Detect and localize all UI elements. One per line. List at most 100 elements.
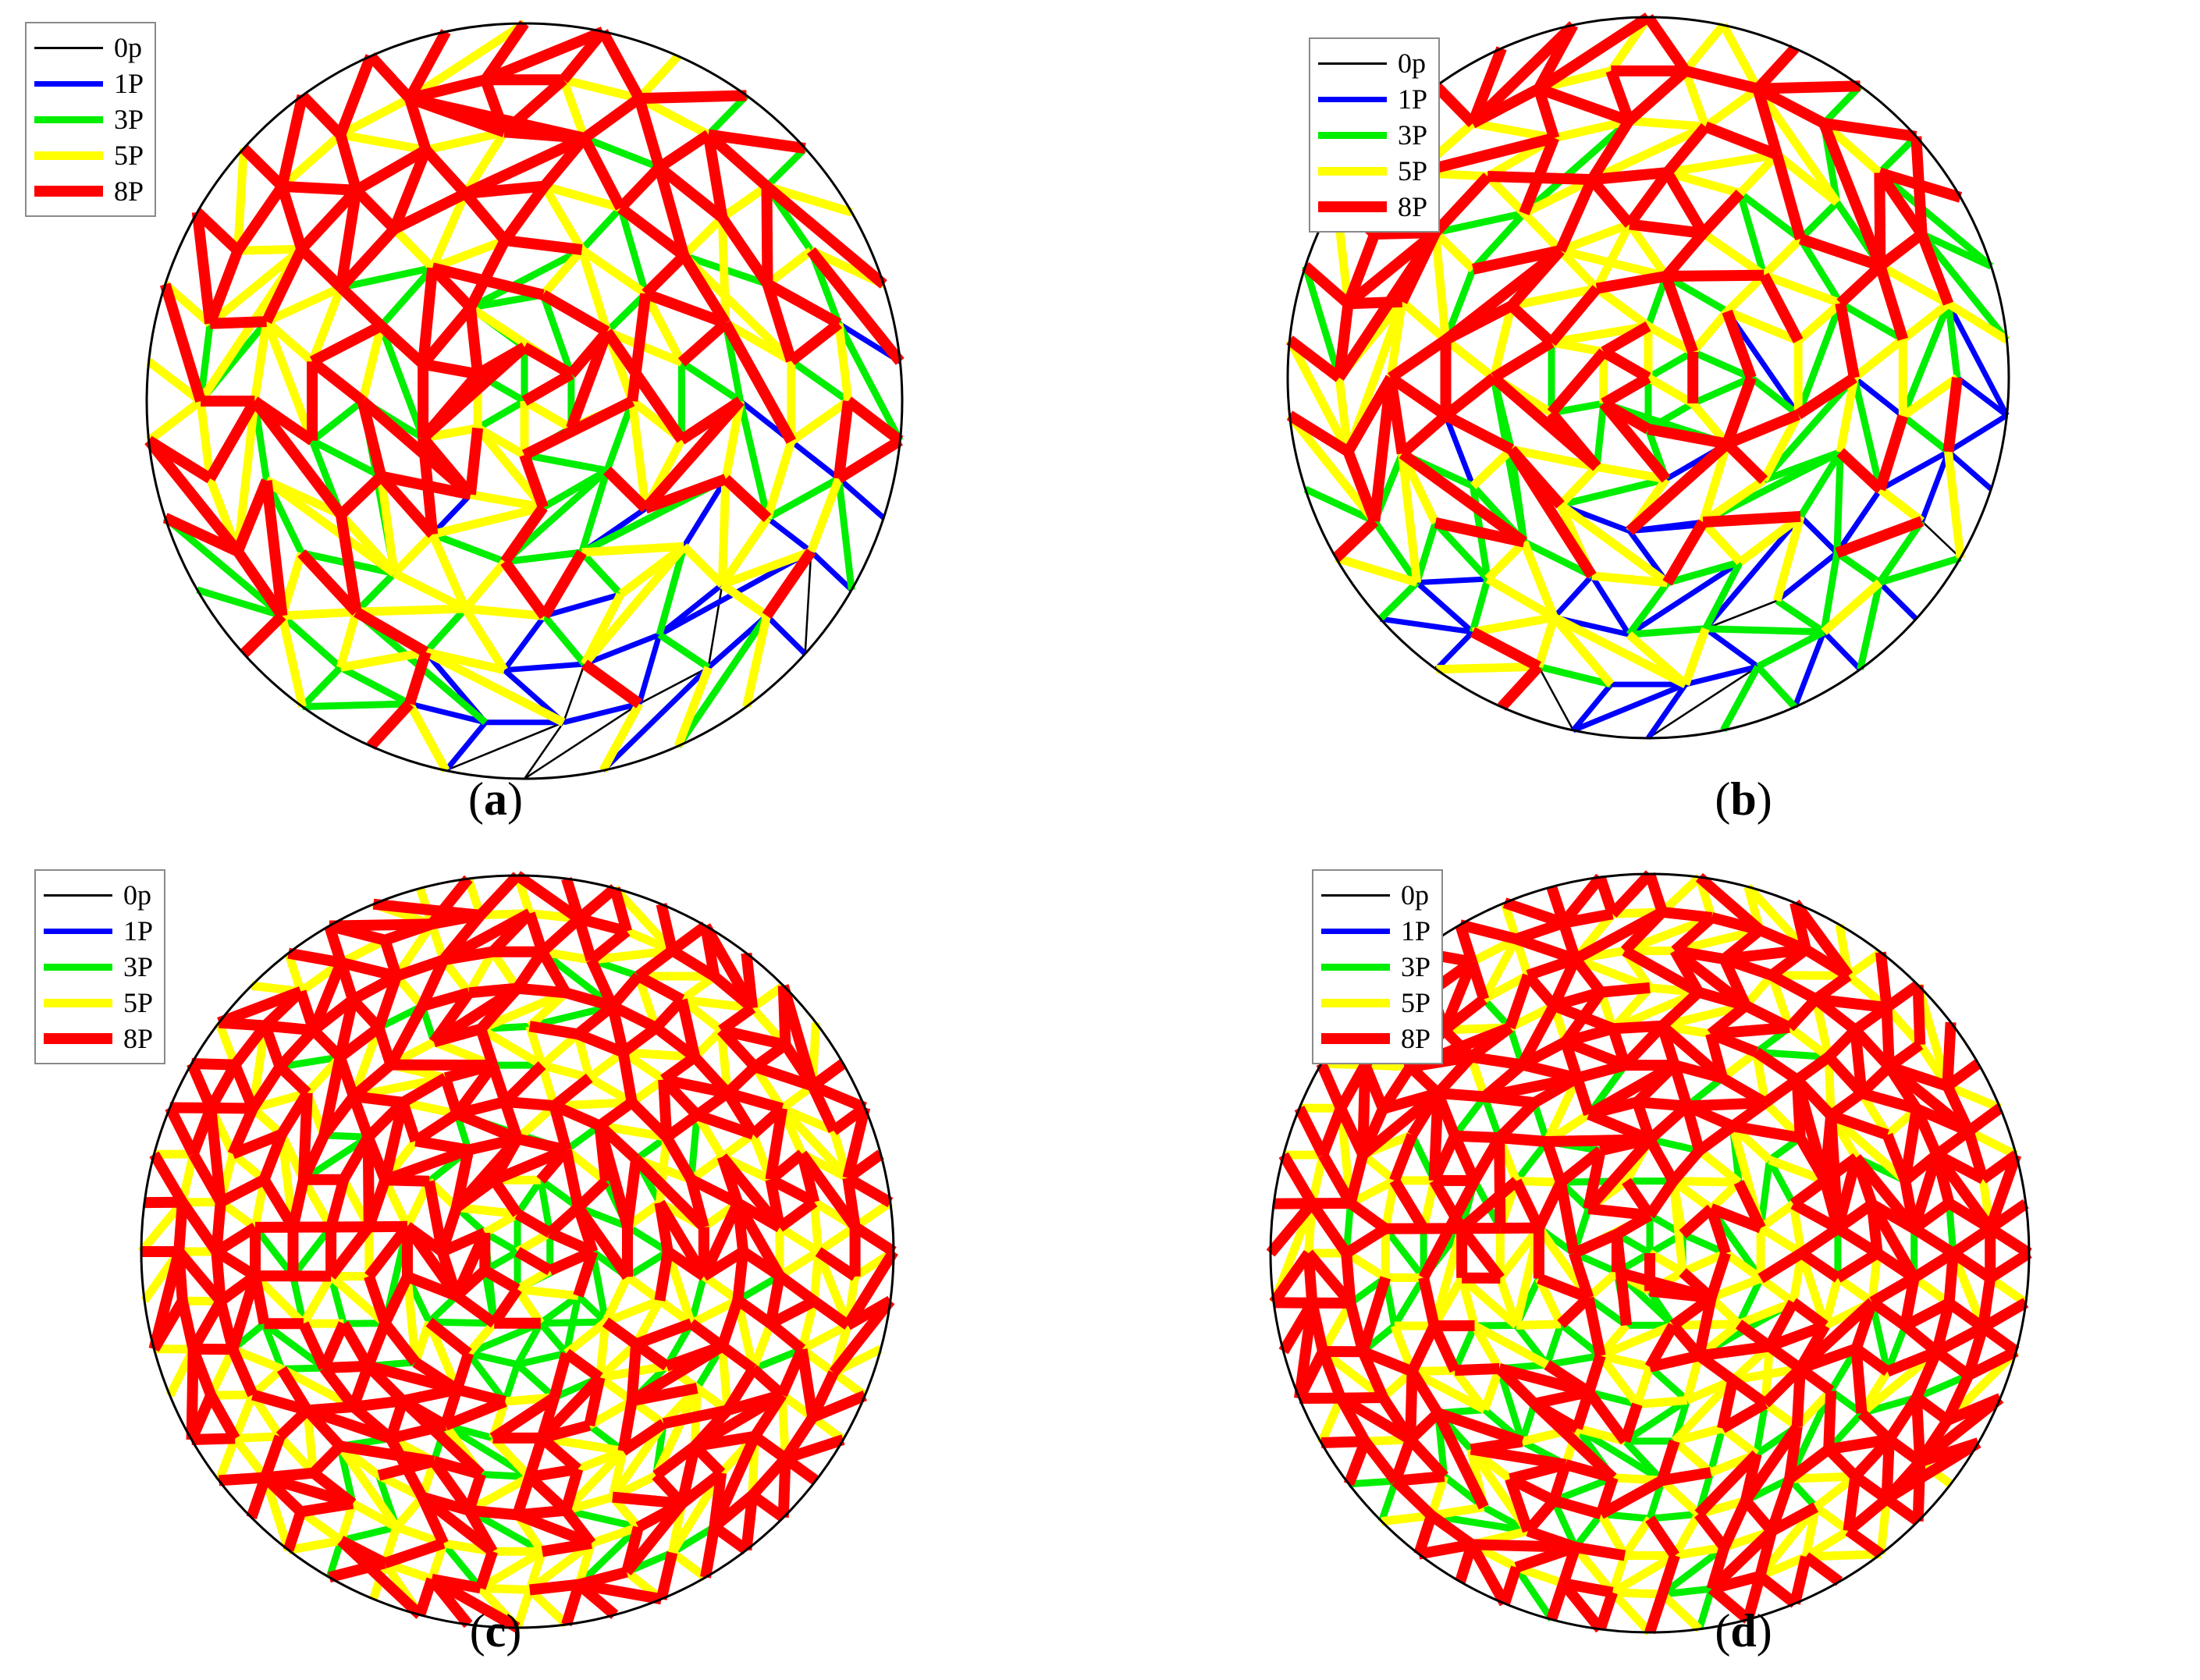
member-5p <box>431 503 545 539</box>
member-8p <box>1661 1467 1712 1486</box>
member-8p <box>1694 1450 1761 1518</box>
member-3p <box>1797 200 1840 242</box>
dome-boundary <box>145 22 904 780</box>
member-8p <box>574 1177 610 1212</box>
member-3p <box>1868 1301 1891 1373</box>
member-8p <box>489 909 534 956</box>
member-5p <box>1674 1543 1726 1560</box>
member-8p <box>1594 875 1618 916</box>
member-8p <box>1601 321 1651 357</box>
member-8p <box>734 1295 774 1328</box>
member-8p <box>1733 1180 1766 1231</box>
member-5p <box>1665 168 1742 197</box>
member-8p <box>1843 1476 1861 1532</box>
member-3p <box>516 1349 567 1368</box>
member-5p <box>1752 1051 1770 1104</box>
member-8p <box>581 659 643 709</box>
member-8p <box>261 480 288 616</box>
member-8p <box>1278 1300 1317 1355</box>
member-3p <box>514 1177 544 1216</box>
member-8p <box>337 472 386 519</box>
member-8p <box>1942 1021 1957 1087</box>
member-3p <box>1646 349 1695 381</box>
member-8p <box>1599 400 1671 483</box>
member-8p <box>427 875 473 928</box>
member-5p <box>721 400 745 480</box>
member-5p <box>522 397 574 432</box>
member-8p <box>1572 1390 1594 1430</box>
member-8p <box>305 1405 393 1444</box>
member-3p <box>1821 83 1863 126</box>
member-8p <box>1883 1494 1921 1526</box>
member-8p <box>1278 1152 1317 1206</box>
member-3p <box>1915 1372 1971 1401</box>
member-5p <box>1758 1274 1797 1306</box>
member-8p <box>227 1274 261 1351</box>
member-5p <box>1472 613 1555 637</box>
member-8p <box>178 1199 222 1255</box>
member-5p <box>392 569 467 613</box>
member-3p <box>625 1248 670 1280</box>
member-8p <box>1706 1545 1730 1591</box>
caption-a: (a) <box>468 773 523 825</box>
member-5p <box>336 1444 400 1530</box>
member-8p <box>622 1500 687 1575</box>
member-5p <box>1719 23 1762 91</box>
member-8p <box>352 186 399 233</box>
member-8p <box>722 474 772 523</box>
member-8p <box>380 1274 413 1326</box>
member-8p <box>1519 136 1559 215</box>
member-8p <box>453 1291 498 1328</box>
member-8p <box>230 1129 284 1160</box>
member-8p <box>186 1348 199 1440</box>
member-8p <box>439 1227 488 1257</box>
member-5p <box>541 947 592 964</box>
member-5p <box>525 1550 547 1592</box>
member-5p <box>250 321 272 402</box>
member-3p <box>515 1362 557 1401</box>
member-8p <box>240 612 286 658</box>
member-5p <box>1988 1274 2028 1306</box>
member-8p <box>560 1149 584 1209</box>
member-8p <box>1916 1394 2004 1466</box>
member-8p <box>620 1419 667 1456</box>
member-8p <box>379 938 402 979</box>
member-1p <box>1572 681 1687 733</box>
member-8p <box>1269 1249 1313 1306</box>
member-8p <box>282 180 357 196</box>
member-5p <box>431 236 506 272</box>
member-5p <box>251 1089 309 1113</box>
member-8p <box>796 1348 819 1419</box>
member-8p <box>1860 1088 1918 1114</box>
member-3p <box>564 1122 602 1153</box>
member-3p <box>576 1524 642 1587</box>
member-8p <box>1931 1302 1955 1353</box>
member-8p <box>1472 245 1562 275</box>
member-8p <box>353 1395 404 1412</box>
member-8p <box>443 1396 507 1431</box>
legend-swatch <box>1318 201 1387 212</box>
member-8p <box>1457 1225 1505 1282</box>
legend-label: 8P <box>114 176 144 207</box>
legend-entry-0p: 0p <box>34 30 144 66</box>
member-8p <box>307 1401 354 1416</box>
member-8p <box>1587 1202 1651 1221</box>
member-5p <box>718 515 772 588</box>
member-3p <box>1544 1323 1565 1366</box>
member-8p <box>538 1433 581 1473</box>
member-8p <box>187 1061 216 1110</box>
member-8p <box>1608 870 1654 918</box>
member-8p <box>621 1525 644 1574</box>
member-0p <box>804 551 812 654</box>
member-8p <box>1534 22 1579 92</box>
member-8p <box>851 1222 897 1256</box>
member-3p <box>1480 996 1513 1030</box>
member-5p <box>1553 116 1630 143</box>
member-5p <box>1320 1348 1386 1401</box>
member-3p <box>737 400 771 520</box>
member-1p <box>1877 581 1918 621</box>
member-5p <box>376 475 399 574</box>
legend-swatch <box>1321 963 1390 971</box>
member-8p <box>634 1318 694 1349</box>
member-8p <box>1669 1321 1704 1359</box>
